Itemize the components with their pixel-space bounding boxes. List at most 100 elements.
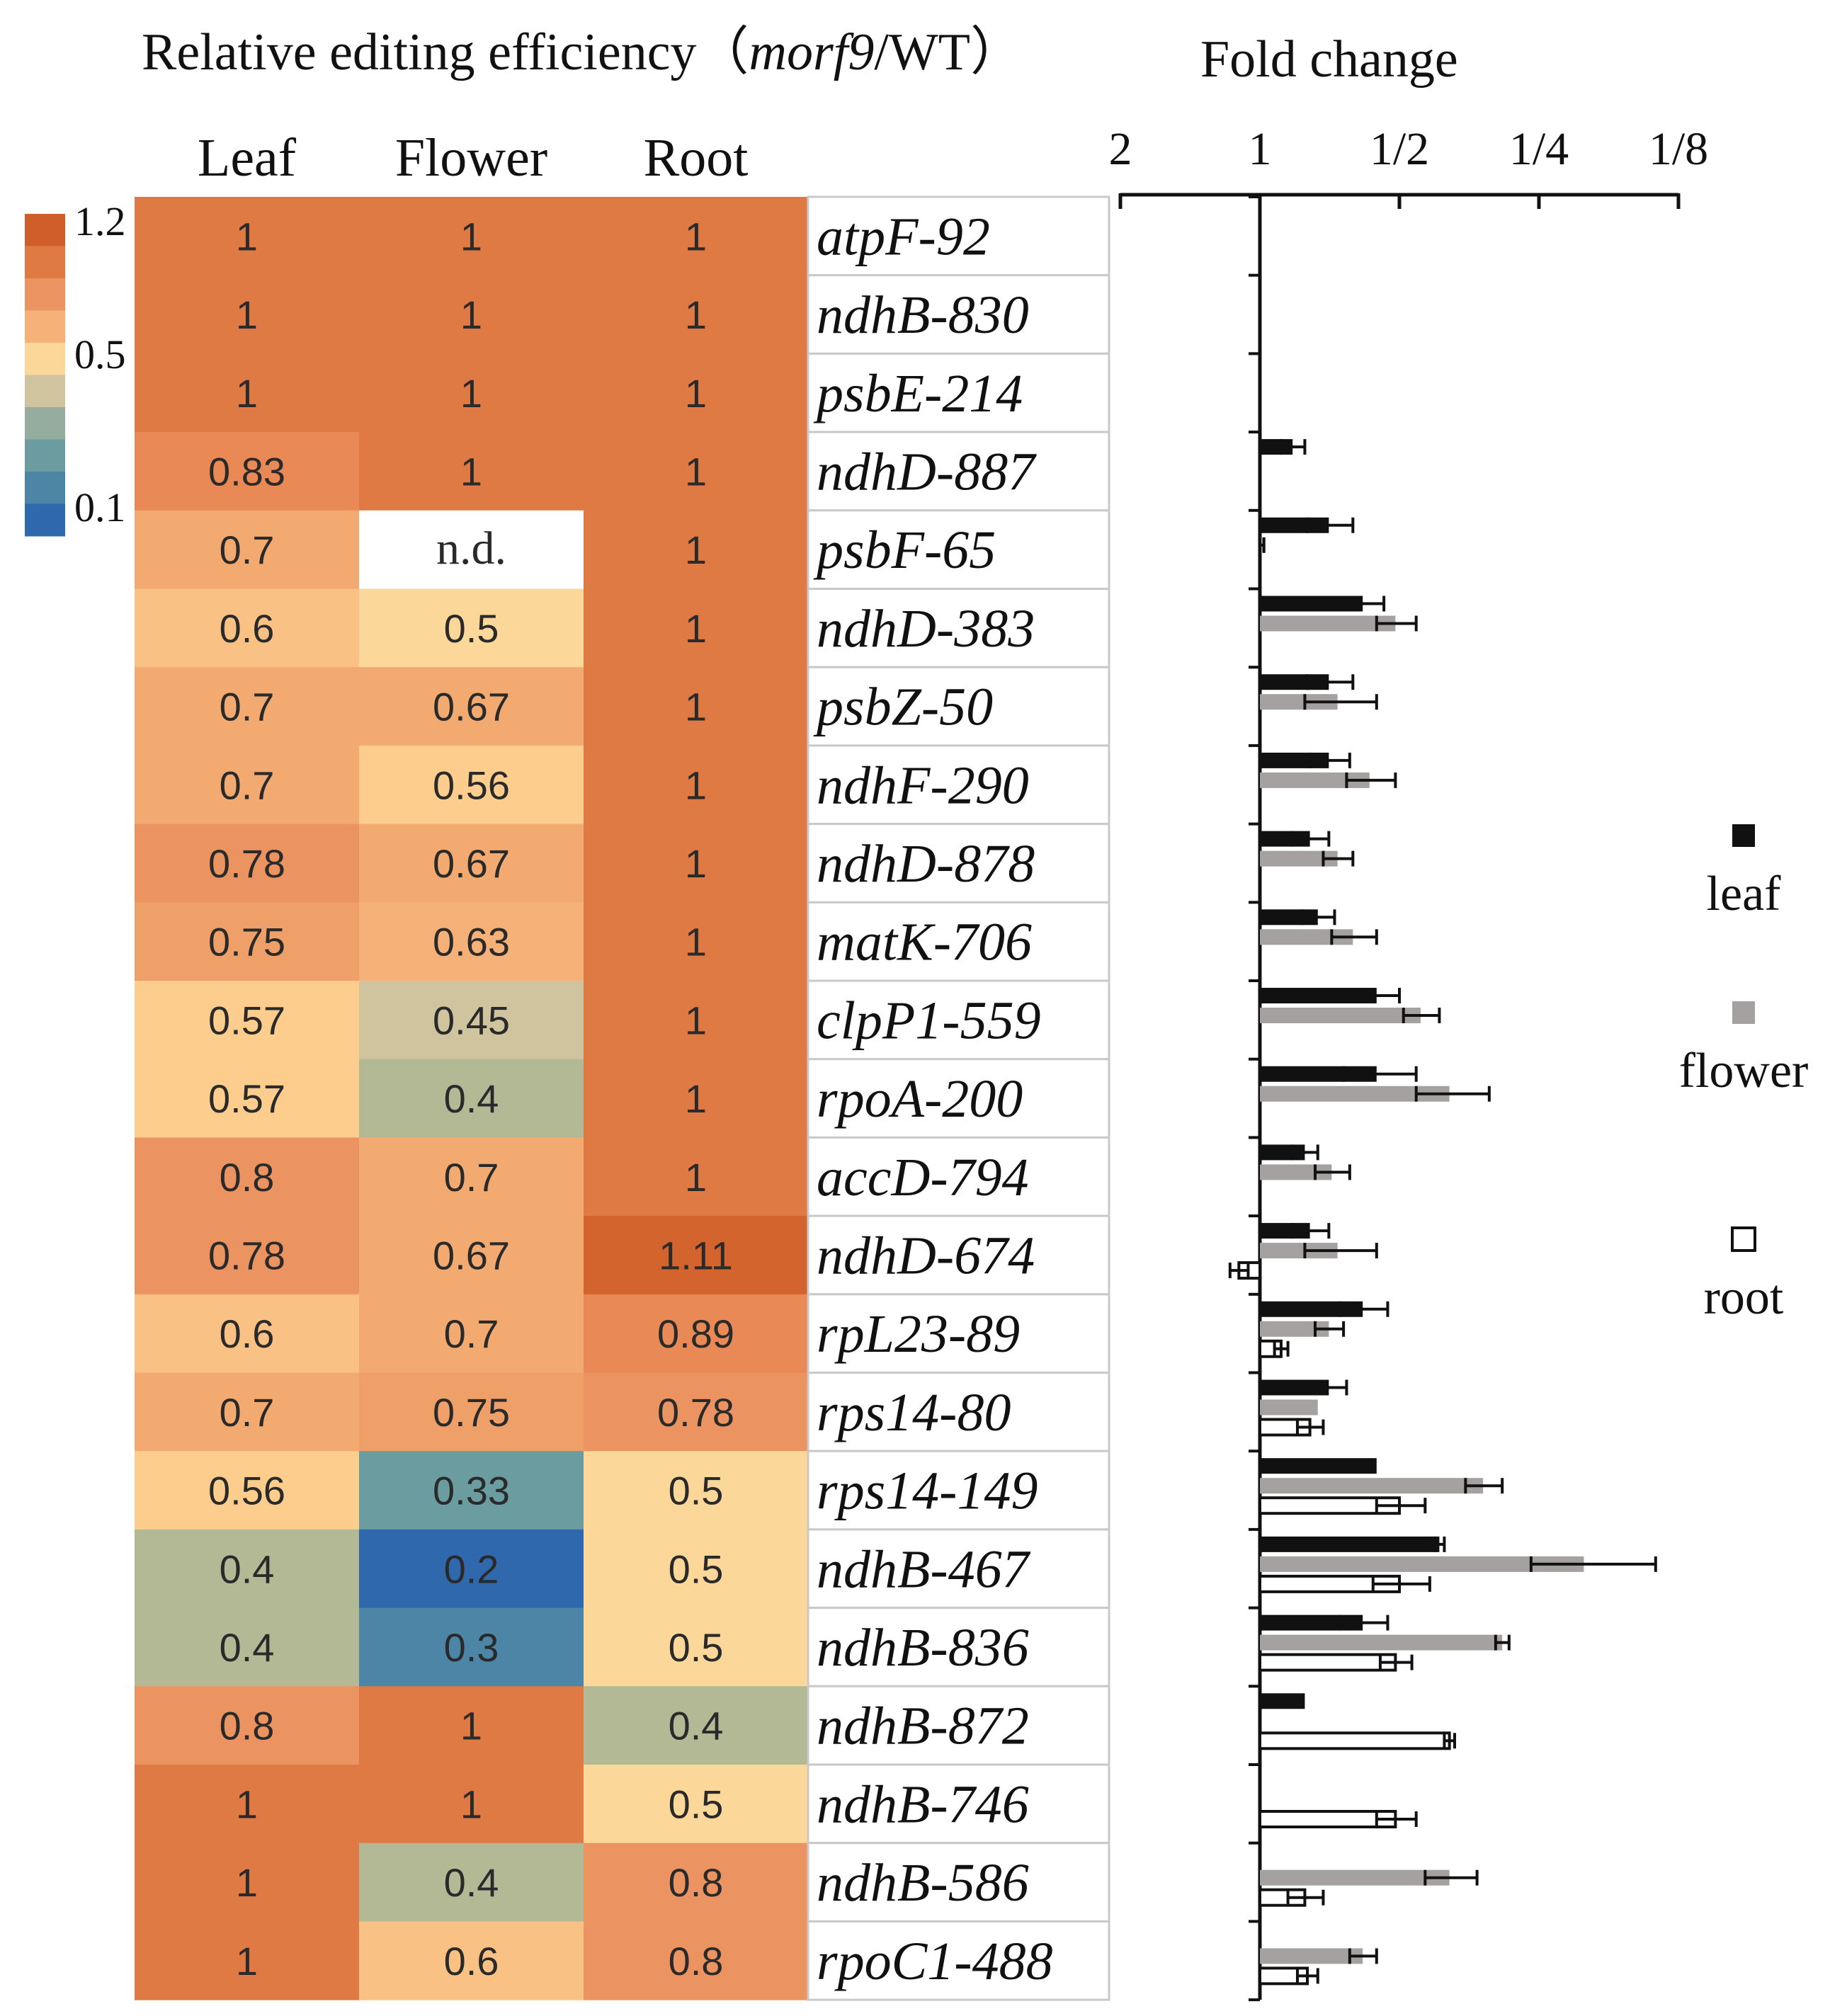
leaf-bar	[1260, 674, 1329, 690]
heatmap-cell	[359, 1765, 584, 1844]
heatmap-cell	[584, 1137, 809, 1217]
heatmap-cell	[135, 981, 360, 1060]
heatmap-value: 0.4	[444, 1076, 499, 1121]
heatmap-cell	[359, 1137, 584, 1217]
heatmap-value: 1.11	[659, 1233, 733, 1277]
fold-change-title: Fold change	[1200, 30, 1458, 89]
heatmap-cell	[584, 197, 809, 276]
heatmap-value: 0.6	[444, 1939, 499, 1983]
heatmap-cell	[359, 1294, 584, 1374]
heatmap-cell	[584, 432, 809, 511]
x-axis-tick-label: 1/8	[1649, 123, 1708, 175]
row-label: ndhB-872	[817, 1697, 1029, 1756]
leaf-bar	[1260, 752, 1329, 768]
heatmap-value: 0.67	[433, 1233, 510, 1277]
colorbar-step	[25, 246, 65, 279]
heatmap-value: 0.5	[669, 1782, 724, 1826]
heatmap-cell	[584, 1529, 809, 1609]
leaf-bar	[1260, 1066, 1377, 1082]
heatmap-value: 1	[685, 998, 707, 1042]
heatmap-cell	[584, 1059, 809, 1138]
heatmap-value: 1	[685, 449, 707, 494]
row-label: rpoA-200	[817, 1069, 1023, 1129]
heatmap-value: 0.78	[657, 1390, 734, 1435]
heatmap-cell	[359, 981, 584, 1060]
heatmap-value: 1	[685, 763, 707, 807]
colorbar-step	[25, 278, 65, 311]
heatmap-value: 0.57	[208, 1076, 285, 1121]
row-label-box	[807, 744, 1110, 826]
row-label: ndhB-586	[817, 1853, 1029, 1913]
row-label-box	[807, 1528, 1110, 1610]
heatmap-value: 1	[685, 292, 707, 337]
colorbar-step	[25, 343, 65, 375]
heatmap-cell	[135, 824, 360, 903]
column-header-leaf: Leaf	[198, 128, 297, 188]
colorbar-step	[25, 439, 65, 472]
heatmap-value: 0.5	[669, 1547, 724, 1591]
heatmap-value: 1	[460, 1704, 482, 1748]
heatmap-value: 0.67	[433, 685, 510, 729]
heatmap-cell	[584, 510, 809, 590]
colorbar-step	[25, 214, 65, 246]
row-label-box	[807, 1058, 1110, 1139]
leaf-bar	[1260, 596, 1363, 612]
root-bar	[1258, 1731, 1451, 1750]
heatmap-value: 0.56	[433, 763, 510, 807]
flower-bar	[1260, 1399, 1318, 1416]
column-header-flower: Flower	[395, 128, 547, 188]
heatmap-cell	[135, 667, 360, 746]
row-label-box	[807, 1685, 1110, 1766]
row-label-box	[807, 588, 1110, 668]
heatmap-cell	[359, 353, 584, 433]
row-label: rps14-80	[817, 1383, 1011, 1442]
heatmap-value: 0.89	[657, 1311, 734, 1356]
flower-bar	[1260, 1243, 1338, 1259]
heatmap-cell	[584, 1451, 809, 1530]
heatmap-cell	[584, 1216, 809, 1295]
heatmap-value: 1	[460, 449, 482, 494]
row-label-box	[807, 1842, 1110, 1923]
heatmap-value: n.d.	[436, 523, 506, 574]
heatmap-value: 1	[685, 606, 707, 651]
heatmap-cell	[584, 1372, 809, 1452]
heatmap-value: 0.4	[669, 1704, 724, 1748]
row-label: clpP1-559	[817, 991, 1041, 1050]
heatmap-value: 0.67	[433, 841, 510, 886]
leaf-bar	[1260, 988, 1377, 1003]
legend-swatch-root	[1731, 1226, 1756, 1252]
heatmap-cell	[135, 1686, 360, 1765]
heatmap-value: 1	[460, 371, 482, 416]
heatmap-cell	[359, 432, 584, 511]
heatmap-cell	[584, 1843, 809, 1922]
heatmap-cell	[359, 1843, 584, 1922]
heatmap-cell	[359, 1529, 584, 1609]
leaf-bar	[1260, 1301, 1363, 1317]
heatmap-cell	[135, 1843, 360, 1922]
legend-swatch-leaf	[1732, 824, 1755, 847]
row-label: rpoC1-488	[817, 1932, 1053, 1991]
heatmap-cell	[359, 1059, 584, 1138]
row-label-box	[807, 1372, 1110, 1452]
heatmap-cell	[584, 1921, 809, 2000]
legend-label-root: root	[1704, 1270, 1784, 1325]
heatmap-value: 1	[460, 214, 482, 258]
leaf-bar	[1260, 831, 1310, 847]
heatmap-cell	[584, 1607, 809, 1687]
heatmap-value: 0.7	[220, 528, 275, 572]
row-label: matK-706	[817, 913, 1032, 972]
heatmap-cell	[135, 1451, 360, 1530]
legend-label-flower: flower	[1679, 1044, 1809, 1098]
x-axis-tick-label: 2	[1109, 123, 1132, 175]
colorbar-label: 0.1	[74, 484, 126, 530]
heatmap-cell	[359, 588, 584, 668]
heatmap-value: 0.4	[444, 1860, 499, 1905]
row-label: atpF-92	[817, 207, 990, 266]
heatmap-cell	[135, 275, 360, 354]
heatmap-cell	[135, 1607, 360, 1687]
flower-bar	[1260, 615, 1396, 632]
heatmap-cell	[135, 432, 360, 511]
flower-bar	[1260, 1869, 1450, 1886]
heatmap-value: 1	[236, 292, 258, 337]
heatmap-cell	[584, 1294, 809, 1374]
